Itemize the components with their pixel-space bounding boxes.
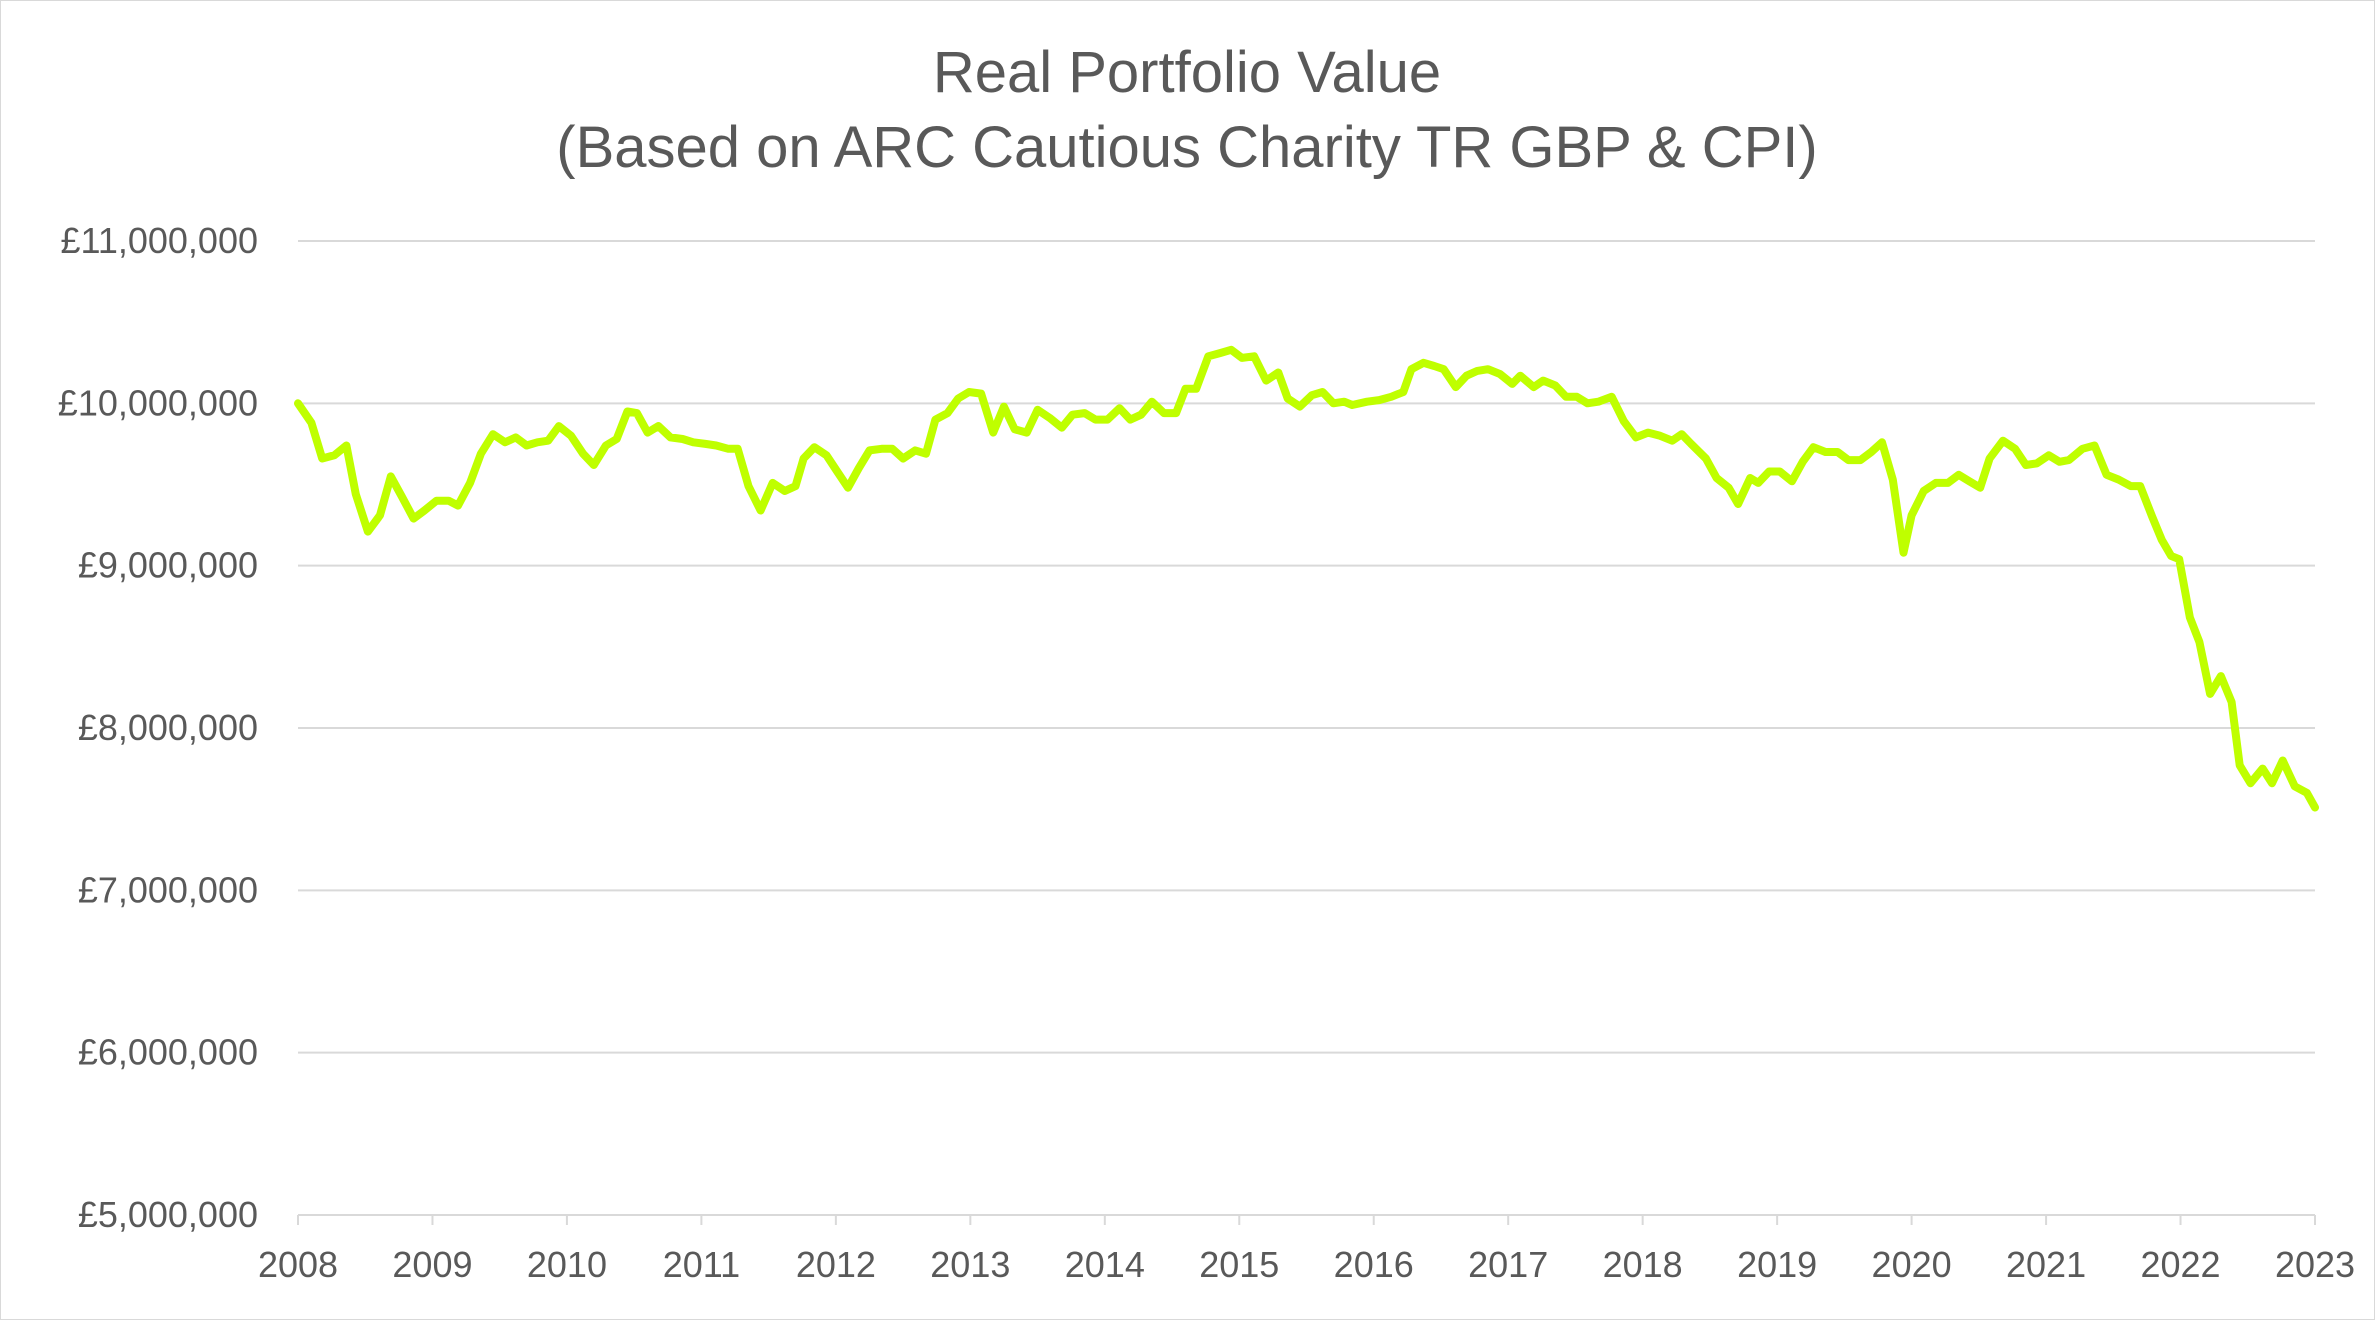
y-tick-label: £5,000,000 xyxy=(78,1194,258,1235)
y-tick-label: £11,000,000 xyxy=(60,220,258,261)
chart-title-line-2: (Based on ARC Cautious Charity TR GBP & … xyxy=(556,115,1817,180)
y-tick-label: £7,000,000 xyxy=(78,869,258,910)
series-line-real-portfolio-value xyxy=(294,345,2319,812)
x-tick-label: 2015 xyxy=(1199,1244,1279,1285)
x-tick-label: 2008 xyxy=(258,1244,338,1285)
x-tick-label: 2019 xyxy=(1737,1244,1817,1285)
y-tick-label: £9,000,000 xyxy=(78,545,258,586)
chart-title-line-1: Real Portfolio Value xyxy=(933,40,1441,105)
x-tick-label: 2021 xyxy=(2006,1244,2086,1285)
x-tick-label: 2017 xyxy=(1468,1244,1548,1285)
x-tick-label: 2023 xyxy=(2275,1244,2355,1285)
x-tick-label: 2022 xyxy=(2140,1244,2220,1285)
y-tick-label: £10,000,000 xyxy=(58,382,258,423)
x-tick-label: 2016 xyxy=(1334,1244,1414,1285)
y-tick-label: £6,000,000 xyxy=(78,1032,258,1073)
x-tick-label: 2012 xyxy=(796,1244,876,1285)
y-tick-label: £8,000,000 xyxy=(78,707,258,748)
x-tick-label: 2018 xyxy=(1603,1244,1683,1285)
x-tick-label: 2011 xyxy=(663,1244,740,1285)
x-tick-label: 2010 xyxy=(527,1244,607,1285)
x-tick-label: 2020 xyxy=(1872,1244,1952,1285)
x-tick-label: 2009 xyxy=(392,1244,472,1285)
x-tick-label: 2014 xyxy=(1065,1244,1145,1285)
x-tick-label: 2013 xyxy=(930,1244,1010,1285)
